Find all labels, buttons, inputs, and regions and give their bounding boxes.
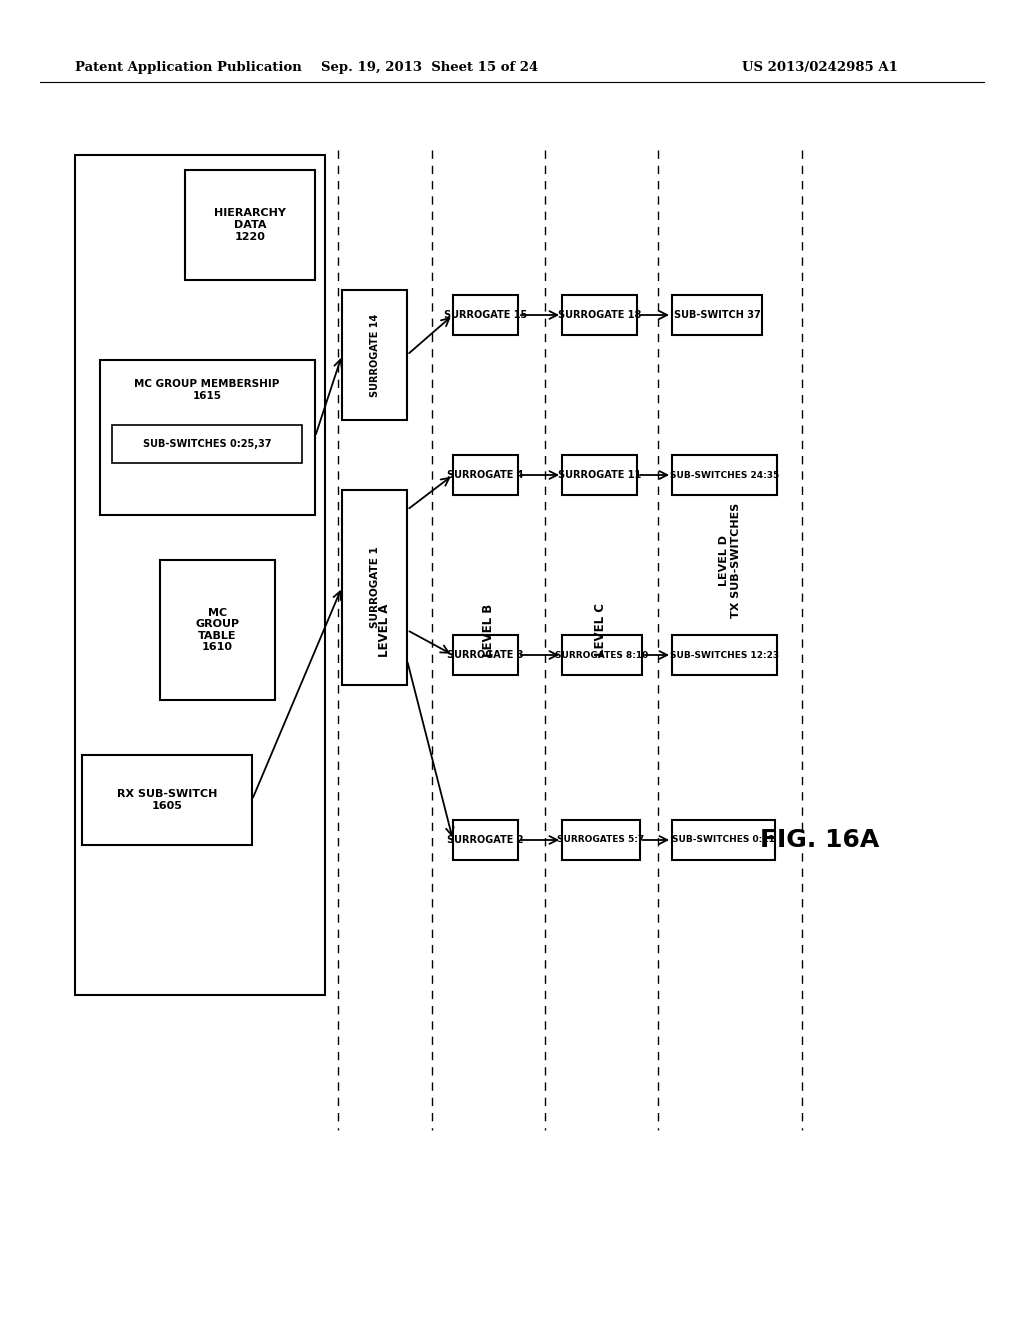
Text: SURROGATES 8:10: SURROGATES 8:10 [555,651,648,660]
Text: US 2013/0242985 A1: US 2013/0242985 A1 [742,62,898,74]
Text: RX SUB-SWITCH
1605: RX SUB-SWITCH 1605 [117,789,217,810]
Text: SUB-SWITCHES 0:11: SUB-SWITCHES 0:11 [672,836,775,845]
Text: LEVEL B: LEVEL B [481,603,495,656]
Text: LEVEL A: LEVEL A [379,603,391,656]
Bar [342,490,407,685]
Text: FIG. 16A: FIG. 16A [761,828,880,851]
Bar [100,360,315,515]
Bar [342,290,407,420]
Bar [453,820,518,861]
Bar [672,294,762,335]
Text: SUB-SWITCH 37: SUB-SWITCH 37 [674,310,761,319]
Text: LEVEL D
TX SUB-SWITCHES: LEVEL D TX SUB-SWITCHES [719,503,740,618]
Text: SURROGATE 11: SURROGATE 11 [558,470,641,480]
Text: SURROGATE 3: SURROGATE 3 [447,649,523,660]
Bar [562,635,642,675]
Text: Patent Application Publication: Patent Application Publication [75,62,302,74]
Bar [453,455,518,495]
Bar [672,820,775,861]
Bar [562,820,640,861]
Bar [453,294,518,335]
Bar [672,455,777,495]
Bar [75,154,325,995]
Text: SURROGATE 15: SURROGATE 15 [443,310,527,319]
Text: MC GROUP MEMBERSHIP
1615: MC GROUP MEMBERSHIP 1615 [134,379,280,401]
Bar [82,755,252,845]
Text: MC
GROUP
TABLE
1610: MC GROUP TABLE 1610 [196,607,240,652]
Text: SUB-SWITCHES 12:23: SUB-SWITCHES 12:23 [670,651,779,660]
Bar [185,170,315,280]
Bar [160,560,275,700]
Text: SURROGATE 4: SURROGATE 4 [447,470,523,480]
Bar [672,635,777,675]
Bar [562,294,637,335]
Text: SURROGATE 2: SURROGATE 2 [447,836,523,845]
Text: Sep. 19, 2013  Sheet 15 of 24: Sep. 19, 2013 Sheet 15 of 24 [322,62,539,74]
Bar [112,425,302,463]
Text: SUB-SWITCHES 24:35: SUB-SWITCHES 24:35 [670,470,779,479]
Bar [562,455,637,495]
Text: HIERARCHY
DATA
1220: HIERARCHY DATA 1220 [214,209,286,242]
Text: SURROGATES 5:7: SURROGATES 5:7 [557,836,645,845]
Text: LEVEL C: LEVEL C [595,603,607,656]
Text: SURROGATE 18: SURROGATE 18 [558,310,641,319]
Text: SURROGATE 1: SURROGATE 1 [370,546,380,628]
Text: SUB-SWITCHES 0:25,37: SUB-SWITCHES 0:25,37 [142,440,271,449]
Bar [453,635,518,675]
Text: SURROGATE 14: SURROGATE 14 [370,313,380,396]
